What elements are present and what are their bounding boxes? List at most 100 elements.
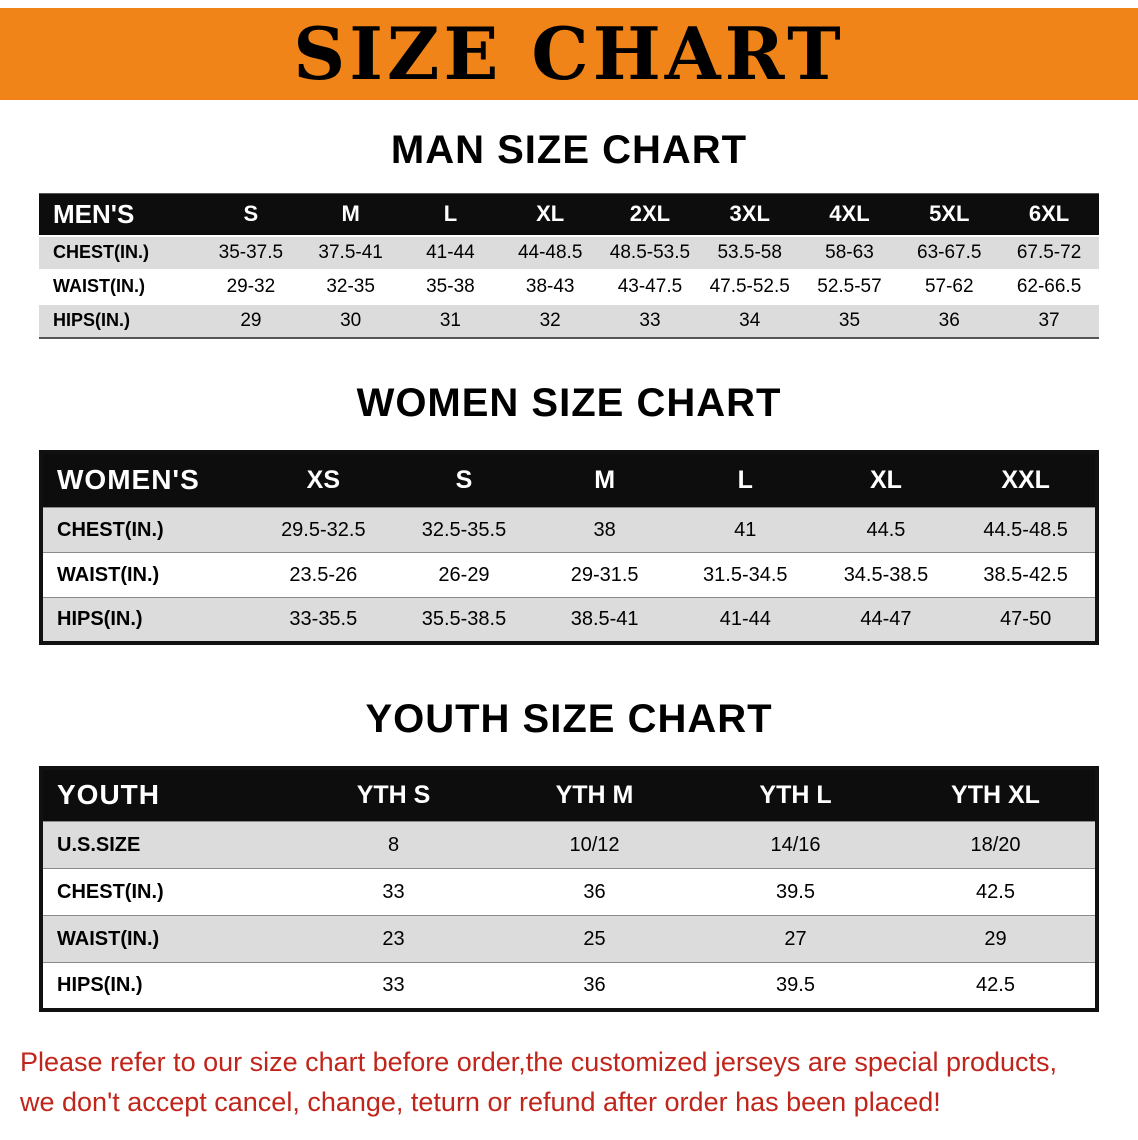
table-row: CHEST(IN.) 35-37.5 37.5-41 41-44 44-48.5 48.5… [39,235,1099,270]
size-value-cell: 44.5-48.5 [983,518,1068,541]
size-value-cell: 58-63 [825,241,874,263]
size-value-cell: 37 [1038,309,1060,331]
table-row: WAIST(IN.) 23.5-26 26-29 29-31.5 31.5-34.5 34… [41,552,1097,598]
table-row: HIPS(IN.) 33 36 39.5 42.5 [41,962,1097,1010]
table-row: HIPS(IN.) 29 30 31 32 33 34 35 36 37 [39,303,1099,338]
footer-disclaimer: Please refer to our size chart before or… [20,1042,1118,1122]
row-label: HIPS(IN.) [57,973,143,996]
youth-section: YOUTH SIZE CHART YOUTH YTH S YTH M YTH L YTH… [0,697,1138,1012]
table-header-row: MEN'S S M L XL 2XL 3XL 4XL 5XL 6XL [39,193,1099,236]
size-value-cell: 43-47.5 [617,275,683,297]
size-column-header: S [243,201,259,227]
size-value-cell: 41-44 [719,607,771,630]
size-value-cell: 29 [240,309,262,331]
row-label: WAIST(IN.) [57,927,160,950]
size-value-cell: 23.5-26 [289,563,358,586]
size-value-cell: 38 [593,518,616,541]
table-row: WAIST(IN.) 23 25 27 29 [41,915,1097,963]
size-value-cell: 47.5-52.5 [709,275,790,297]
size-value-cell: 33 [382,973,405,996]
size-value-cell: 29-31.5 [570,563,639,586]
women-size-table: WOMEN'S XS S M L XL XXL CHEST(IN.) 29.5-32.5 32.5… [39,449,1099,645]
size-value-cell: 36 [583,880,606,903]
row-label: CHEST(IN.) [57,518,164,541]
size-value-cell: 35-37.5 [218,241,284,263]
size-chart-page: SIZE CHART MAN SIZE CHART MEN'S S M L XL 2XL 3… [0,8,1138,1122]
size-column-header: YTH M [555,780,634,809]
size-value-cell: 36 [938,309,960,331]
size-column-header: S [455,465,473,494]
size-value-cell: 48.5-53.5 [609,241,691,263]
size-column-header: YTH XL [951,780,1040,809]
size-value-cell: 38-43 [525,275,575,297]
table-row: CHEST(IN.) 33 36 39.5 42.5 [41,868,1097,916]
size-value-cell: 8 [387,833,400,856]
size-value-cell: 52.5-57 [817,275,882,297]
size-value-cell: 33 [382,880,405,903]
size-value-cell: 42.5 [976,973,1015,996]
size-value-cell: 63-67.5 [917,241,982,263]
size-value-cell: 44.5 [866,518,906,541]
size-value-cell: 36 [583,973,606,996]
banner: SIZE CHART [0,8,1138,100]
size-value-cell: 38.5-41 [570,607,639,630]
size-value-cell: 35-38 [426,275,475,297]
size-column-header: L [737,465,753,494]
size-value-cell: 29-32 [226,275,276,297]
men-section: MAN SIZE CHART MEN'S S M L XL 2XL 3XL 4XL 5XL 6XL… [0,128,1138,339]
size-value-cell: 14/16 [770,833,821,856]
size-column-header: M [341,201,360,227]
size-value-cell: 31 [439,309,461,331]
size-value-cell: 33-35.5 [289,607,358,630]
table-row: HIPS(IN.) 33-35.5 35.5-38.5 38.5-41 41-44 44-… [41,597,1097,643]
size-value-cell: 53.5-58 [717,241,782,263]
size-column-header: 5XL [929,201,970,227]
size-value-cell: 30 [340,309,362,331]
table-corner-label: WOMEN'S [57,464,200,496]
size-column-header: XXL [1001,465,1050,494]
size-value-cell: 35 [838,309,861,331]
men-size-table: MEN'S S M L XL 2XL 3XL 4XL 5XL 6XL CHEST(IN.) 35-37… [39,193,1099,339]
table-row: U.S.SIZE 8 10/12 14/16 18/20 [41,821,1097,869]
size-value-cell: 18/20 [970,833,1021,856]
page-title: SIZE CHART [293,11,845,96]
size-value-cell: 37.5-41 [318,241,383,263]
row-label: WAIST(IN.) [53,276,145,296]
size-value-cell: 41 [734,518,757,541]
size-value-cell: 67.5-72 [1016,241,1082,263]
size-value-cell: 62-66.5 [1016,275,1082,297]
row-label: HIPS(IN.) [57,607,143,630]
table-row: WAIST(IN.) 29-32 32-35 35-38 38-43 43-47.5 47.… [39,269,1099,304]
size-value-cell: 42.5 [976,880,1015,903]
youth-section-heading: YOUTH SIZE CHART [365,696,773,741]
row-label: CHEST(IN.) [57,880,164,903]
size-column-header: M [594,465,616,494]
size-value-cell: 27 [784,927,807,950]
size-value-cell: 44-47 [860,607,912,630]
size-value-cell: 29.5-32.5 [281,518,366,541]
table-corner-label: YOUTH [57,779,160,811]
size-column-header: XL [869,465,902,494]
size-value-cell: 25 [583,927,606,950]
size-value-cell: 33 [639,309,661,331]
table-row: CHEST(IN.) 29.5-32.5 32.5-35.5 38 41 44.5 44.5… [41,507,1097,553]
size-column-header: 3XL [729,201,770,227]
table-header-row: YOUTH YTH S YTH M YTH L YTH XL [41,767,1097,822]
size-value-cell: 57-62 [924,275,974,297]
footer-disclaimer-line-2: we don't accept cancel, change, teturn o… [20,1086,941,1117]
size-value-cell: 34.5-38.5 [843,563,929,586]
youth-size-table: YOUTH YTH S YTH M YTH L YTH XL U.S.SIZE 8 10/12… [39,765,1099,1012]
size-value-cell: 41-44 [426,241,475,263]
size-column-header: YTH L [759,780,832,809]
row-label: CHEST(IN.) [53,242,149,262]
size-column-header: L [443,201,458,227]
men-section-heading: MAN SIZE CHART [390,128,748,172]
women-section: WOMEN SIZE CHART WOMEN'S XS S M L XL XXL CHEST(… [0,381,1138,645]
size-value-cell: 31.5-34.5 [703,563,788,586]
women-section-heading: WOMEN SIZE CHART [356,380,782,425]
size-value-cell: 38.5-42.5 [983,563,1068,586]
size-value-cell: 44-48.5 [517,241,583,263]
table-header-row: WOMEN'S XS S M L XL XXL [41,451,1097,508]
size-value-cell: 32.5-35.5 [421,518,507,541]
size-value-cell: 39.5 [776,973,815,996]
